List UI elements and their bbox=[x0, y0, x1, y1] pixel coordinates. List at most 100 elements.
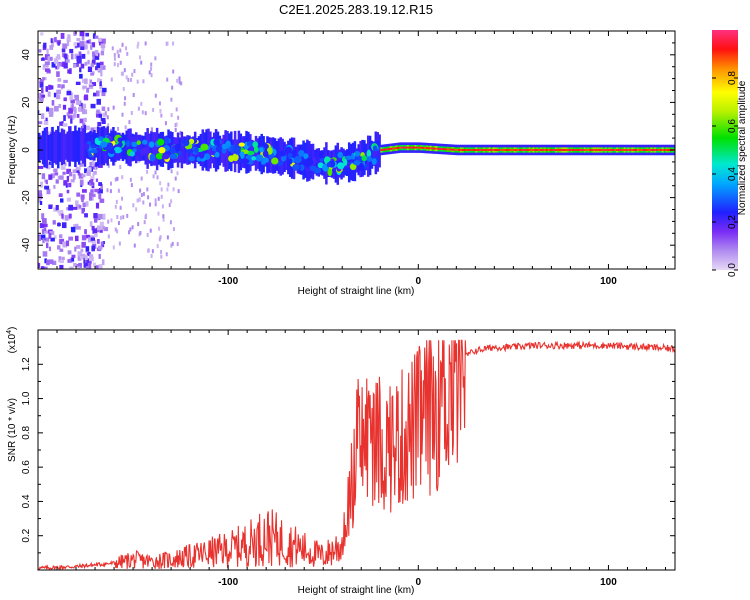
heatmap-band bbox=[38, 132, 41, 163]
snr-xtick-label: 0 bbox=[416, 577, 422, 588]
heatmap-cell bbox=[68, 213, 72, 219]
heatmap-blob bbox=[215, 145, 223, 153]
heatmap-peak bbox=[446, 148, 450, 151]
heatmap-peak bbox=[646, 149, 649, 151]
heatmap-band bbox=[76, 130, 79, 162]
heatmap-cell bbox=[68, 204, 74, 211]
heatmap-cell bbox=[166, 77, 169, 82]
heatmap-cell bbox=[93, 213, 98, 219]
heatmap-cell bbox=[152, 174, 155, 179]
heatmap-cell bbox=[170, 97, 173, 102]
heatmap-cell bbox=[160, 254, 163, 259]
heatmap-peak bbox=[530, 149, 533, 151]
heatmap-cell bbox=[121, 42, 124, 47]
heatmap-cell bbox=[150, 62, 153, 67]
heatmap-cell bbox=[83, 117, 87, 123]
heatmap-cell bbox=[106, 115, 109, 120]
heatmap-cell bbox=[59, 248, 64, 252]
heatmap-cell bbox=[67, 34, 71, 39]
heatmap-cell bbox=[117, 63, 120, 68]
heatmap-cell bbox=[58, 256, 62, 262]
heatmap-cell bbox=[44, 230, 49, 234]
heatmap-blob bbox=[238, 142, 245, 147]
spectrogram-marks bbox=[38, 31, 675, 269]
heatmap-cell bbox=[79, 255, 84, 260]
heatmap-cell bbox=[80, 63, 85, 69]
heatmap-cell bbox=[117, 53, 120, 58]
heatmap-cell bbox=[117, 188, 120, 193]
heatmap-cell bbox=[51, 62, 56, 68]
heatmap-cell bbox=[99, 198, 105, 203]
heatmap-cell bbox=[78, 205, 82, 209]
spectrogram-ytick-label: 20 bbox=[21, 96, 32, 108]
heatmap-cell bbox=[76, 58, 82, 64]
heatmap-blob bbox=[262, 150, 269, 158]
heatmap-peak bbox=[513, 149, 516, 151]
heatmap-cell bbox=[59, 175, 64, 180]
heatmap-cell bbox=[70, 179, 75, 183]
heatmap-cell bbox=[44, 68, 50, 72]
heatmap-cell bbox=[90, 237, 95, 241]
heatmap-peak bbox=[654, 149, 657, 151]
heatmap-peak bbox=[393, 147, 396, 150]
heatmap-cell bbox=[57, 78, 62, 82]
heatmap-cell bbox=[101, 38, 106, 44]
heatmap-cell bbox=[150, 254, 153, 259]
heatmap-cell bbox=[114, 227, 117, 232]
heatmap-cell bbox=[79, 105, 82, 112]
heatmap-cell bbox=[41, 213, 45, 220]
heatmap-peak bbox=[619, 149, 623, 151]
heatmap-peak bbox=[536, 149, 539, 151]
heatmap-cell bbox=[100, 89, 103, 93]
heatmap-cell bbox=[55, 204, 59, 211]
heatmap-band bbox=[323, 147, 326, 179]
heatmap-cell bbox=[77, 266, 81, 269]
heatmap-cell bbox=[171, 241, 174, 246]
heatmap-peak bbox=[560, 149, 564, 151]
heatmap-band bbox=[53, 131, 56, 164]
heatmap-cell bbox=[139, 230, 142, 235]
colorbar-tick-label: 0.6 bbox=[727, 119, 738, 133]
heatmap-cell bbox=[50, 38, 54, 43]
heatmap-blob bbox=[161, 154, 170, 160]
heatmap-cell bbox=[87, 237, 93, 243]
heatmap-cell bbox=[38, 121, 43, 125]
heatmap-band bbox=[39, 135, 43, 160]
heatmap-blob bbox=[186, 148, 194, 154]
heatmap-band bbox=[152, 132, 155, 166]
heatmap-cell bbox=[110, 218, 113, 223]
heatmap-band bbox=[148, 133, 151, 164]
heatmap-cell bbox=[175, 122, 178, 127]
heatmap-band bbox=[273, 138, 277, 174]
heatmap-cell bbox=[86, 87, 90, 93]
heatmap-cell bbox=[88, 263, 92, 269]
heatmap-cell bbox=[69, 266, 74, 269]
heatmap-cell bbox=[118, 241, 121, 246]
heatmap-peak bbox=[412, 146, 415, 149]
heatmap-peak bbox=[562, 149, 566, 151]
heatmap-peak bbox=[657, 149, 661, 151]
heatmap-cell bbox=[86, 40, 90, 44]
heatmap-cell bbox=[48, 204, 53, 210]
heatmap-cell bbox=[116, 214, 119, 219]
heatmap-cell bbox=[41, 87, 44, 94]
heatmap-cell bbox=[44, 61, 50, 65]
heatmap-blob bbox=[318, 150, 324, 159]
heatmap-cell bbox=[154, 202, 157, 207]
heatmap-cell bbox=[104, 111, 107, 116]
heatmap-peak bbox=[663, 149, 666, 151]
heatmap-cell bbox=[90, 63, 95, 68]
heatmap-band bbox=[275, 141, 279, 171]
heatmap-cell bbox=[168, 203, 171, 208]
heatmap-cell bbox=[178, 76, 181, 81]
heatmap-cell bbox=[91, 225, 95, 231]
heatmap-cell bbox=[100, 241, 104, 246]
heatmap-peak bbox=[644, 149, 647, 151]
heatmap-cell bbox=[71, 257, 75, 262]
colorbar-tick-label: 0.0 bbox=[727, 263, 738, 277]
heatmap-band bbox=[74, 125, 77, 167]
heatmap-cell bbox=[177, 115, 180, 120]
heatmap-band bbox=[279, 137, 282, 176]
heatmap-cell bbox=[47, 91, 51, 97]
heatmap-blob bbox=[177, 150, 182, 157]
